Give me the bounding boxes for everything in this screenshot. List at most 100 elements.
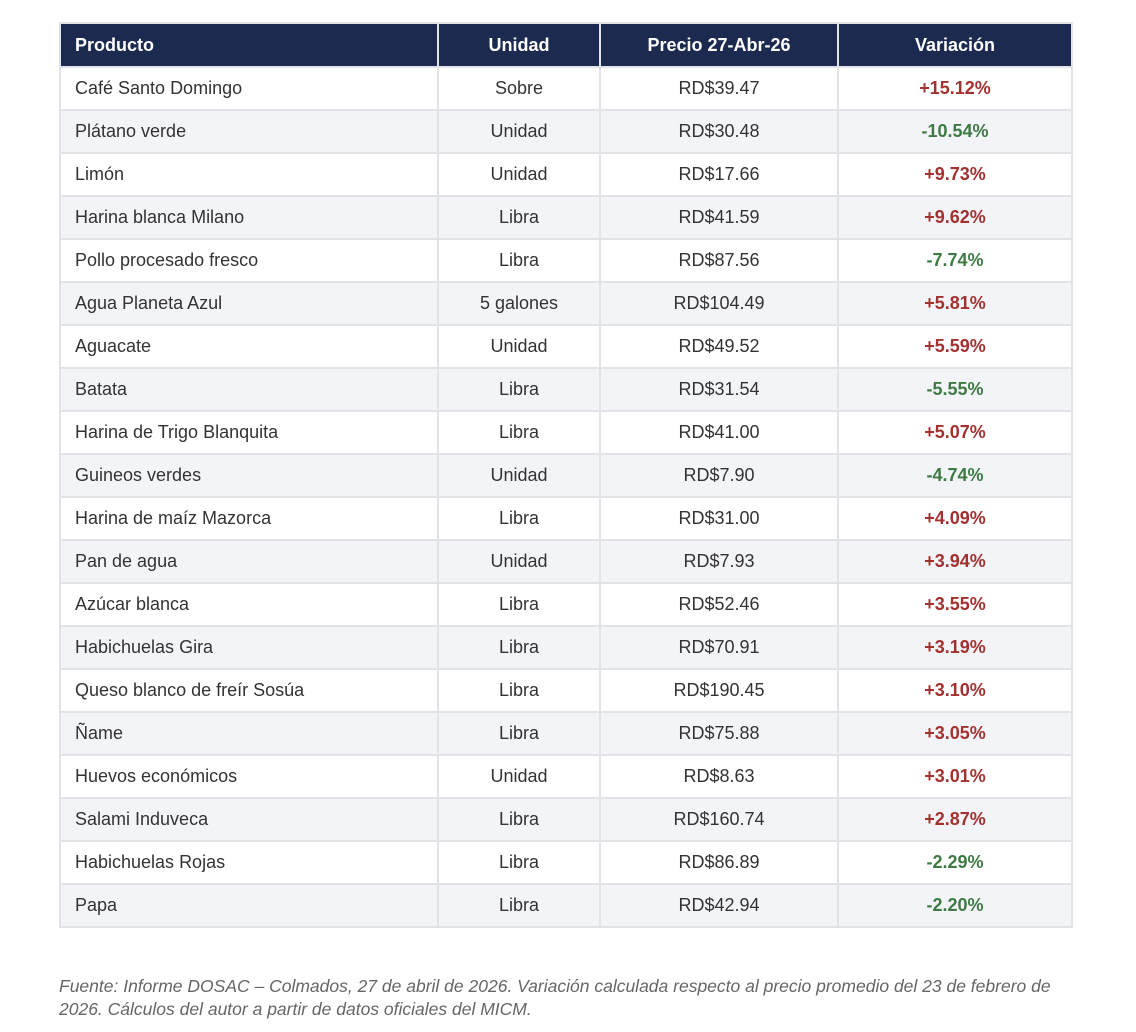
unit-cell: Libra	[437, 582, 601, 627]
variation-cell: -5.55%	[837, 367, 1073, 412]
table-row: Café Santo Domingo Sobre RD$39.47 +15.12%	[59, 66, 1073, 111]
table-row: Pollo procesado fresco Libra RD$87.56 -7.74…	[59, 238, 1073, 283]
variation-cell: +5.59%	[837, 324, 1073, 369]
price-cell: RD$31.54	[599, 367, 839, 412]
unit-cell: Libra	[437, 367, 601, 412]
price-cell: RD$190.45	[599, 668, 839, 713]
product-cell: Agua Planeta Azul	[59, 281, 439, 326]
variation-cell: +9.62%	[837, 195, 1073, 240]
price-cell: RD$49.52	[599, 324, 839, 369]
variation-cell: -4.74%	[837, 453, 1073, 498]
product-cell: Harina blanca Milano	[59, 195, 439, 240]
product-cell: Café Santo Domingo	[59, 66, 439, 111]
header-precio: Precio 27-Abr-26	[599, 22, 839, 68]
unit-cell: Unidad	[437, 539, 601, 584]
product-cell: Queso blanco de freír Sosúa	[59, 668, 439, 713]
variation-cell: +2.87%	[837, 797, 1073, 842]
product-cell: Azúcar blanca	[59, 582, 439, 627]
header-unidad: Unidad	[437, 22, 601, 68]
unit-cell: Libra	[437, 711, 601, 756]
price-cell: RD$7.90	[599, 453, 839, 498]
unit-cell: Unidad	[437, 324, 601, 369]
variation-cell: +3.19%	[837, 625, 1073, 670]
product-cell: Pan de agua	[59, 539, 439, 584]
variation-cell: -10.54%	[837, 109, 1073, 154]
table-row: Agua Planeta Azul 5 galones RD$104.49 +5.81…	[59, 281, 1073, 326]
unit-cell: Libra	[437, 625, 601, 670]
variation-cell: -2.20%	[837, 883, 1073, 928]
table-row: Queso blanco de freír Sosúa Libra RD$190.4…	[59, 668, 1073, 713]
variation-cell: -7.74%	[837, 238, 1073, 283]
product-cell: Plátano verde	[59, 109, 439, 154]
product-cell: Limón	[59, 152, 439, 197]
table-row: Batata Libra RD$31.54 -5.55%	[59, 367, 1073, 412]
source-footnote: Fuente: Informe DOSAC – Colmados, 27 de …	[59, 976, 1051, 1019]
table-row: Salami Induveca Libra RD$160.74 +2.87%	[59, 797, 1073, 842]
product-cell: Harina de Trigo Blanquita	[59, 410, 439, 455]
table-row: Guineos verdes Unidad RD$7.90 -4.74%	[59, 453, 1073, 498]
table-row: Limón Unidad RD$17.66 +9.73%	[59, 152, 1073, 197]
unit-cell: Libra	[437, 238, 601, 283]
unit-cell: Unidad	[437, 754, 601, 799]
price-cell: RD$30.48	[599, 109, 839, 154]
table-row: Azúcar blanca Libra RD$52.46 +3.55%	[59, 582, 1073, 627]
variation-cell: +4.09%	[837, 496, 1073, 541]
variation-cell: +15.12%	[837, 66, 1073, 111]
unit-cell: Sobre	[437, 66, 601, 111]
price-cell: RD$52.46	[599, 582, 839, 627]
table-row: Harina blanca Milano Libra RD$41.59 +9.62%	[59, 195, 1073, 240]
product-cell: Guineos verdes	[59, 453, 439, 498]
price-cell: RD$41.00	[599, 410, 839, 455]
price-cell: RD$31.00	[599, 496, 839, 541]
variation-cell: +3.55%	[837, 582, 1073, 627]
unit-cell: Libra	[437, 840, 601, 885]
unit-cell: Libra	[437, 883, 601, 928]
unit-cell: Libra	[437, 195, 601, 240]
price-cell: RD$160.74	[599, 797, 839, 842]
price-cell: RD$17.66	[599, 152, 839, 197]
product-cell: Salami Induveca	[59, 797, 439, 842]
variation-cell: +3.05%	[837, 711, 1073, 756]
product-cell: Papa	[59, 883, 439, 928]
price-cell: RD$87.56	[599, 238, 839, 283]
variation-cell: -2.29%	[837, 840, 1073, 885]
unit-cell: Libra	[437, 496, 601, 541]
price-table: Producto Unidad Precio 27-Abr-26 Variaci…	[59, 22, 1073, 928]
price-cell: RD$39.47	[599, 66, 839, 111]
unit-cell: Unidad	[437, 152, 601, 197]
unit-cell: Libra	[437, 410, 601, 455]
table-row: Pan de agua Unidad RD$7.93 +3.94%	[59, 539, 1073, 584]
product-cell: Harina de maíz Mazorca	[59, 496, 439, 541]
variation-cell: +3.94%	[837, 539, 1073, 584]
product-cell: Aguacate	[59, 324, 439, 369]
variation-cell: +3.10%	[837, 668, 1073, 713]
product-cell: Pollo procesado fresco	[59, 238, 439, 283]
product-cell: Ñame	[59, 711, 439, 756]
table-row: Habichuelas Gira Libra RD$70.91 +3.19%	[59, 625, 1073, 670]
variation-cell: +5.07%	[837, 410, 1073, 455]
table-row: Harina de Trigo Blanquita Libra RD$41.00 +5…	[59, 410, 1073, 455]
price-cell: RD$42.94	[599, 883, 839, 928]
price-cell: RD$86.89	[599, 840, 839, 885]
price-cell: RD$41.59	[599, 195, 839, 240]
unit-cell: Libra	[437, 797, 601, 842]
unit-cell: Libra	[437, 668, 601, 713]
variation-cell: +5.81%	[837, 281, 1073, 326]
variation-cell: +9.73%	[837, 152, 1073, 197]
table-row: Aguacate Unidad RD$49.52 +5.59%	[59, 324, 1073, 369]
table-header-row: Producto Unidad Precio 27-Abr-26 Variaci…	[59, 22, 1073, 68]
table-row: Huevos económicos Unidad RD$8.63 +3.01%	[59, 754, 1073, 799]
header-variacion: Variación	[837, 22, 1073, 68]
table-row: Ñame Libra RD$75.88 +3.05%	[59, 711, 1073, 756]
table-row: Harina de maíz Mazorca Libra RD$31.00 +4.09…	[59, 496, 1073, 541]
price-cell: RD$8.63	[599, 754, 839, 799]
price-cell: RD$7.93	[599, 539, 839, 584]
product-cell: Habichuelas Rojas	[59, 840, 439, 885]
table-row: Papa Libra RD$42.94 -2.20%	[59, 883, 1073, 928]
variation-cell: +3.01%	[837, 754, 1073, 799]
price-cell: RD$104.49	[599, 281, 839, 326]
unit-cell: Unidad	[437, 109, 601, 154]
table-row: Habichuelas Rojas Libra RD$86.89 -2.29%	[59, 840, 1073, 885]
product-cell: Habichuelas Gira	[59, 625, 439, 670]
header-producto: Producto	[59, 22, 439, 68]
